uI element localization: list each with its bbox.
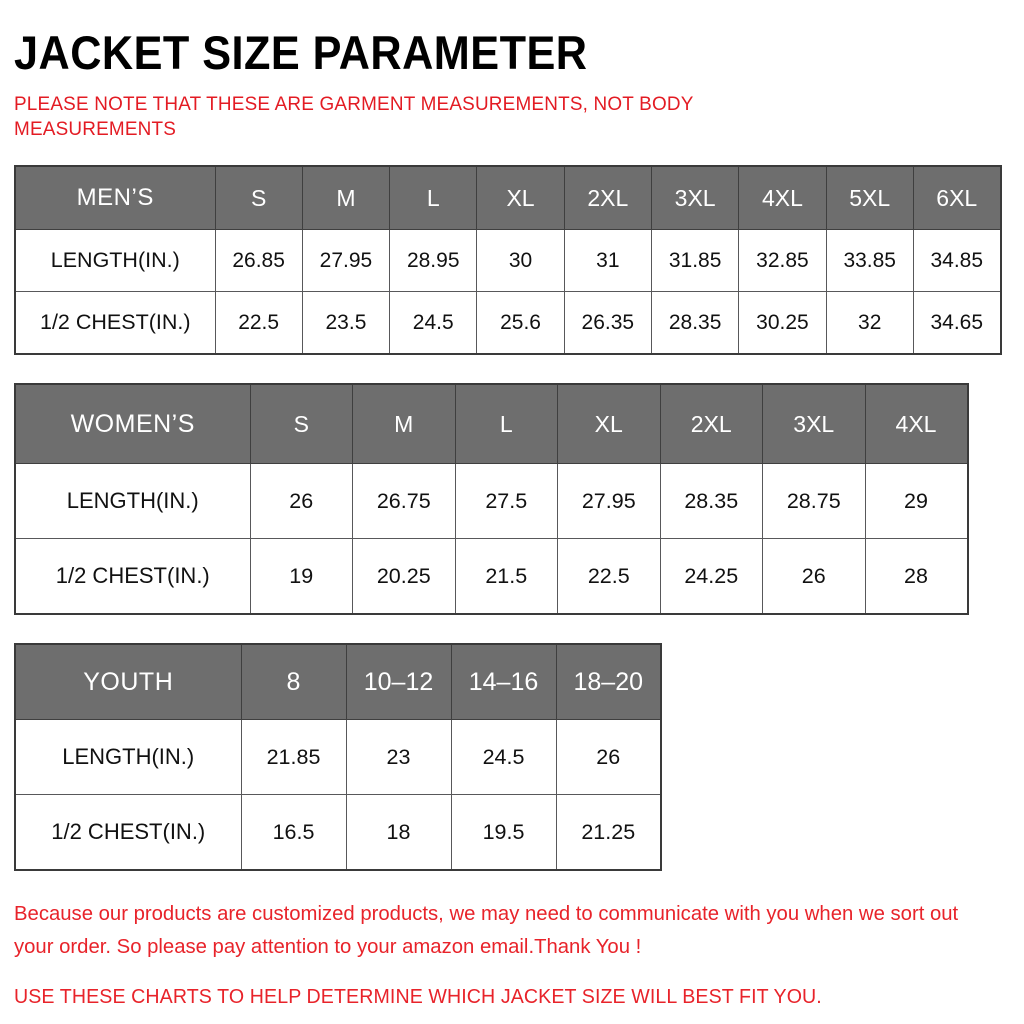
youth-size-table: YOUTH 8 10–12 14–16 18–20 LENGTH(IN.) 21… bbox=[14, 643, 662, 871]
measurement-cell: 27.5 bbox=[454, 463, 558, 539]
mens-table-head: MEN’S S M L XL 2XL 3XL 4XL 5XL 6XL bbox=[14, 165, 1002, 230]
womens-size-header: 3XL bbox=[762, 383, 866, 464]
table-header-row: YOUTH 8 10–12 14–16 18–20 bbox=[14, 643, 662, 720]
mens-size-header: XL bbox=[476, 165, 565, 230]
row-label: LENGTH(IN.) bbox=[14, 229, 216, 292]
measurement-cell: 21.85 bbox=[240, 719, 347, 795]
table-row: LENGTH(IN.) 21.85 23 24.5 26 bbox=[14, 719, 662, 795]
mens-size-header: 6XL bbox=[912, 165, 1002, 230]
womens-corner-label: WOMEN’S bbox=[14, 383, 251, 464]
row-label: 1/2 CHEST(IN.) bbox=[14, 291, 216, 355]
measurement-cell: 25.6 bbox=[476, 291, 565, 355]
measurement-cell: 30.25 bbox=[738, 291, 827, 355]
youth-size-header: 10–12 bbox=[345, 643, 452, 720]
measurement-cell: 34.85 bbox=[912, 229, 1002, 292]
mens-table-body: LENGTH(IN.) 26.85 27.95 28.95 30 31 31.8… bbox=[14, 229, 1002, 355]
measurement-cell: 34.65 bbox=[912, 291, 1002, 355]
measurement-cell: 28.35 bbox=[659, 463, 763, 539]
measurement-cell: 24.5 bbox=[389, 291, 478, 355]
table-row: 1/2 CHEST(IN.) 19 20.25 21.5 22.5 24.25 … bbox=[14, 538, 968, 615]
measurement-cell: 27.95 bbox=[557, 463, 661, 539]
mens-size-header: S bbox=[214, 165, 303, 230]
measurement-cell: 26 bbox=[555, 719, 662, 795]
page-title: JACKET SIZE PARAMETER bbox=[14, 26, 588, 79]
mens-size-header: L bbox=[389, 165, 478, 230]
table-header-row: MEN’S S M L XL 2XL 3XL 4XL 5XL 6XL bbox=[14, 165, 1002, 230]
measurement-cell: 31.85 bbox=[650, 229, 740, 292]
measurement-cell: 28 bbox=[864, 538, 968, 615]
measurement-cell: 22.5 bbox=[557, 538, 661, 615]
measurement-cell: 26.35 bbox=[563, 291, 652, 355]
measurement-cell: 19 bbox=[249, 538, 353, 615]
womens-table-body: LENGTH(IN.) 26 26.75 27.5 27.95 28.35 28… bbox=[14, 463, 968, 615]
measurement-cell: 31 bbox=[563, 229, 652, 292]
garment-measurement-note: PLEASE NOTE THAT THESE ARE GARMENT MEASU… bbox=[14, 93, 694, 140]
measurement-cell: 21.25 bbox=[555, 794, 662, 871]
measurement-cell: 16.5 bbox=[240, 794, 347, 871]
womens-size-header: L bbox=[454, 383, 558, 464]
measurement-cell: 26.85 bbox=[214, 229, 303, 292]
mens-size-header: 5XL bbox=[825, 165, 914, 230]
womens-size-table: WOMEN’S S M L XL 2XL 3XL 4XL LENGTH(IN.)… bbox=[14, 383, 969, 615]
row-label: LENGTH(IN.) bbox=[14, 463, 251, 539]
measurement-cell: 28.75 bbox=[762, 463, 866, 539]
measurement-cell: 23 bbox=[345, 719, 452, 795]
mens-size-table: MEN’S S M L XL 2XL 3XL 4XL 5XL 6XL LENGT… bbox=[14, 165, 1002, 355]
footer-customization-note: Because our products are customized prod… bbox=[14, 902, 959, 958]
measurement-cell: 32.85 bbox=[738, 229, 827, 292]
measurement-cell: 24.25 bbox=[659, 538, 763, 615]
youth-size-header: 18–20 bbox=[555, 643, 662, 720]
mens-size-header: 4XL bbox=[738, 165, 827, 230]
youth-table-head: YOUTH 8 10–12 14–16 18–20 bbox=[14, 643, 662, 720]
womens-size-header: 2XL bbox=[659, 383, 763, 464]
table-header-row: WOMEN’S S M L XL 2XL 3XL 4XL bbox=[14, 383, 968, 464]
row-label: 1/2 CHEST(IN.) bbox=[14, 794, 242, 871]
measurement-cell: 27.95 bbox=[301, 229, 391, 292]
mens-size-header: M bbox=[301, 165, 391, 230]
youth-corner-label: YOUTH bbox=[14, 643, 242, 720]
footer-chart-usage-note: USE THESE CHARTS TO HELP DETERMINE WHICH… bbox=[14, 986, 822, 1008]
measurement-cell: 23.5 bbox=[301, 291, 391, 355]
measurement-cell: 26.75 bbox=[352, 463, 456, 539]
mens-size-header: 3XL bbox=[650, 165, 740, 230]
measurement-cell: 29 bbox=[864, 463, 968, 539]
youth-size-header: 14–16 bbox=[450, 643, 557, 720]
womens-size-header: S bbox=[249, 383, 353, 464]
womens-size-header: 4XL bbox=[864, 383, 968, 464]
measurement-cell: 28.95 bbox=[389, 229, 478, 292]
measurement-cell: 21.5 bbox=[454, 538, 558, 615]
table-row: LENGTH(IN.) 26.85 27.95 28.95 30 31 31.8… bbox=[14, 229, 1002, 292]
womens-size-header: XL bbox=[557, 383, 661, 464]
womens-size-header: M bbox=[352, 383, 456, 464]
measurement-cell: 30 bbox=[476, 229, 565, 292]
youth-size-header: 8 bbox=[240, 643, 347, 720]
mens-size-header: 2XL bbox=[563, 165, 652, 230]
measurement-cell: 19.5 bbox=[450, 794, 557, 871]
measurement-cell: 26 bbox=[762, 538, 866, 615]
table-row: 1/2 CHEST(IN.) 22.5 23.5 24.5 25.6 26.35… bbox=[14, 291, 1002, 355]
youth-table-body: LENGTH(IN.) 21.85 23 24.5 26 1/2 CHEST(I… bbox=[14, 719, 662, 871]
measurement-cell: 32 bbox=[825, 291, 914, 355]
measurement-cell: 22.5 bbox=[214, 291, 303, 355]
womens-table-head: WOMEN’S S M L XL 2XL 3XL 4XL bbox=[14, 383, 968, 464]
row-label: 1/2 CHEST(IN.) bbox=[14, 538, 251, 615]
table-row: 1/2 CHEST(IN.) 16.5 18 19.5 21.25 bbox=[14, 794, 662, 871]
table-row: LENGTH(IN.) 26 26.75 27.5 27.95 28.35 28… bbox=[14, 463, 968, 539]
measurement-cell: 24.5 bbox=[450, 719, 557, 795]
measurement-cell: 26 bbox=[249, 463, 353, 539]
measurement-cell: 20.25 bbox=[352, 538, 456, 615]
mens-corner-label: MEN’S bbox=[14, 165, 216, 230]
measurement-cell: 18 bbox=[345, 794, 452, 871]
measurement-cell: 28.35 bbox=[650, 291, 740, 355]
row-label: LENGTH(IN.) bbox=[14, 719, 242, 795]
measurement-cell: 33.85 bbox=[825, 229, 914, 292]
